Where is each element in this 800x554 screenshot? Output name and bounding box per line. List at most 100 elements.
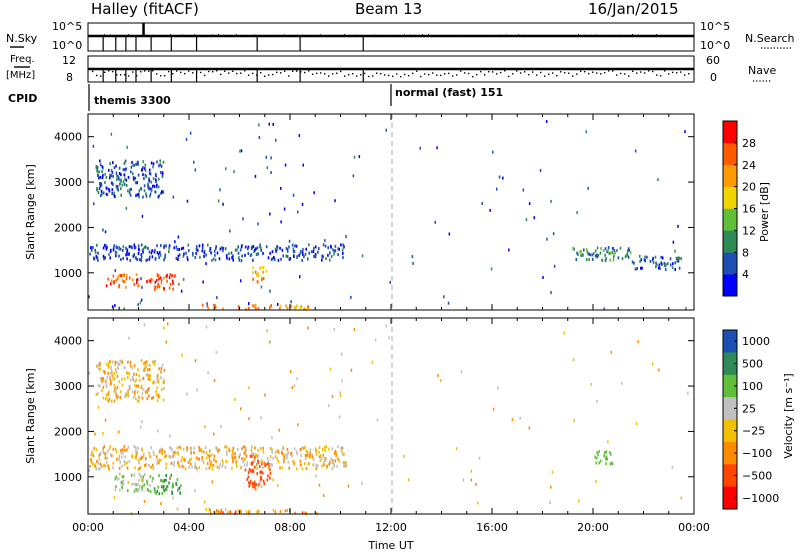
nsearch-dot [266, 35, 267, 37]
range-cell [171, 274, 173, 278]
range-cell [118, 380, 121, 384]
range-cell [219, 247, 222, 251]
range-cell [158, 256, 160, 260]
power-ylabel: Slant Range [km] [24, 164, 37, 260]
colorbar-segment [723, 330, 737, 353]
range-cell [308, 454, 311, 458]
range-cell [131, 366, 134, 370]
range-cell [456, 447, 458, 451]
range-cell [597, 453, 599, 457]
range-cell [262, 266, 265, 270]
range-cell [652, 261, 655, 265]
range-cell [94, 464, 97, 468]
range-cell [677, 224, 679, 228]
colorbar-tick-label: 20 [742, 181, 756, 194]
range-cell [205, 456, 208, 460]
range-cell [116, 187, 118, 191]
nave-dot [368, 75, 370, 78]
range-cell [272, 508, 275, 512]
range-cell [196, 457, 199, 461]
range-cell [635, 422, 638, 426]
nave-dot [112, 70, 114, 73]
range-cell [321, 448, 324, 452]
range-cell [280, 186, 282, 190]
range-cell [314, 245, 317, 249]
range-cell [612, 247, 614, 250]
nsearch-dot [662, 35, 663, 37]
range-cell [130, 187, 132, 191]
range-cell [533, 216, 535, 220]
range-cell [155, 455, 158, 459]
range-cell [201, 303, 204, 307]
range-cell [161, 171, 164, 175]
range-cell [103, 464, 105, 468]
nave-dot [552, 72, 554, 74]
range-cell [228, 257, 231, 261]
range-cell [187, 461, 190, 465]
range-cell [207, 243, 209, 247]
range-cell [327, 246, 329, 250]
range-cell [324, 449, 326, 453]
range-cell [115, 251, 118, 255]
range-cell [331, 395, 334, 398]
nsearch-dot [650, 34, 651, 36]
range-cell [269, 212, 271, 216]
range-cell [169, 282, 172, 286]
range-cell [470, 478, 473, 482]
range-cell [288, 245, 290, 249]
nave-dot [120, 74, 122, 76]
range-cell [343, 452, 345, 456]
range-cell [140, 258, 143, 262]
range-cell [147, 374, 150, 378]
range-cell [165, 478, 167, 482]
range-cell [190, 446, 192, 450]
range-cell [113, 166, 116, 170]
range-cell [110, 369, 113, 372]
range-cell [135, 446, 137, 450]
range-cell [228, 252, 230, 256]
range-cell [194, 466, 196, 470]
nave-dot [660, 75, 662, 77]
range-cell [385, 128, 387, 132]
range-cell [156, 393, 158, 397]
range-cell [178, 248, 180, 251]
nave-dot [320, 72, 322, 74]
range-cell [539, 169, 542, 172]
range-cell [132, 376, 134, 380]
range-cell [96, 186, 98, 190]
range-cell [300, 250, 302, 253]
nsearch-dot [620, 34, 621, 36]
nave-dot [384, 74, 386, 76]
range-cell [233, 456, 235, 460]
range-cell [190, 457, 193, 461]
range-cell [271, 450, 274, 454]
range-cell [215, 511, 217, 515]
range-cell [142, 377, 144, 381]
range-cell [143, 323, 146, 327]
range-cell [95, 254, 98, 258]
range-cell [263, 461, 266, 465]
range-cell [408, 478, 410, 482]
range-cell [324, 457, 327, 460]
nave-dot [444, 73, 446, 75]
range-cell [267, 474, 269, 478]
range-cell [330, 245, 332, 249]
range-cell [261, 485, 263, 488]
range-cell [338, 247, 340, 251]
nave-dot [476, 73, 478, 76]
range-cell [157, 395, 160, 399]
range-cell [136, 399, 139, 403]
nsearch-dot [512, 35, 513, 37]
nave-dot [268, 74, 270, 76]
range-cell [222, 459, 224, 463]
range-cell [542, 276, 544, 279]
date-title: 16/Jan/2015 [588, 0, 679, 18]
range-cell [209, 459, 211, 463]
range-cell [104, 452, 107, 456]
range-cell [156, 278, 158, 282]
nsearch-dot [284, 34, 285, 36]
range-cell [201, 459, 204, 463]
range-cell [225, 445, 228, 449]
range-cell [145, 365, 147, 369]
